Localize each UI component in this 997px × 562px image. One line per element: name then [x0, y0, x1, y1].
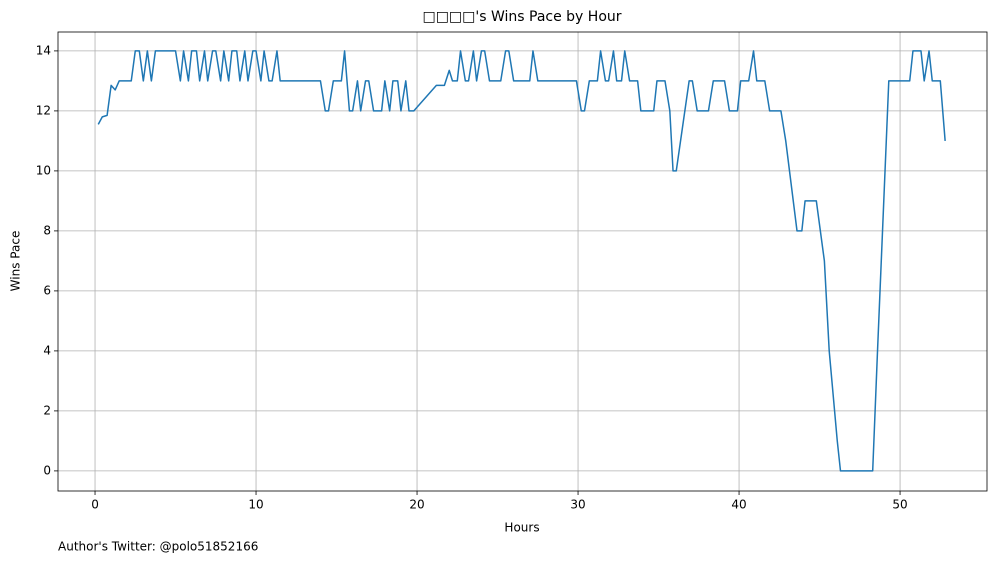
- y-axis-label: Wins Pace: [9, 231, 23, 292]
- y-tick-label: 8: [43, 223, 51, 237]
- y-tick-label: 10: [36, 163, 51, 177]
- y-tick-label: 0: [43, 463, 51, 477]
- x-tick-label: 50: [892, 498, 907, 512]
- chart-title: □□□□'s Wins Pace by Hour: [422, 9, 621, 25]
- x-tick-label: 10: [248, 498, 263, 512]
- plot-frame: [57, 31, 988, 492]
- y-tick-label: 6: [43, 283, 51, 297]
- y-tick-label: 2: [43, 403, 51, 417]
- x-tick-label: 20: [409, 498, 424, 512]
- y-tick-label: 14: [36, 43, 51, 57]
- x-tick-label: 40: [731, 498, 746, 512]
- x-tick-label: 30: [570, 498, 585, 512]
- data-line: [97, 50, 946, 472]
- y-tick-label: 4: [43, 343, 51, 357]
- footnote: Author's Twitter: @polo51852166: [58, 540, 258, 554]
- x-tick-label: 0: [91, 498, 99, 512]
- x-axis-label: Hours: [504, 521, 539, 535]
- y-tick-label: 12: [36, 103, 51, 117]
